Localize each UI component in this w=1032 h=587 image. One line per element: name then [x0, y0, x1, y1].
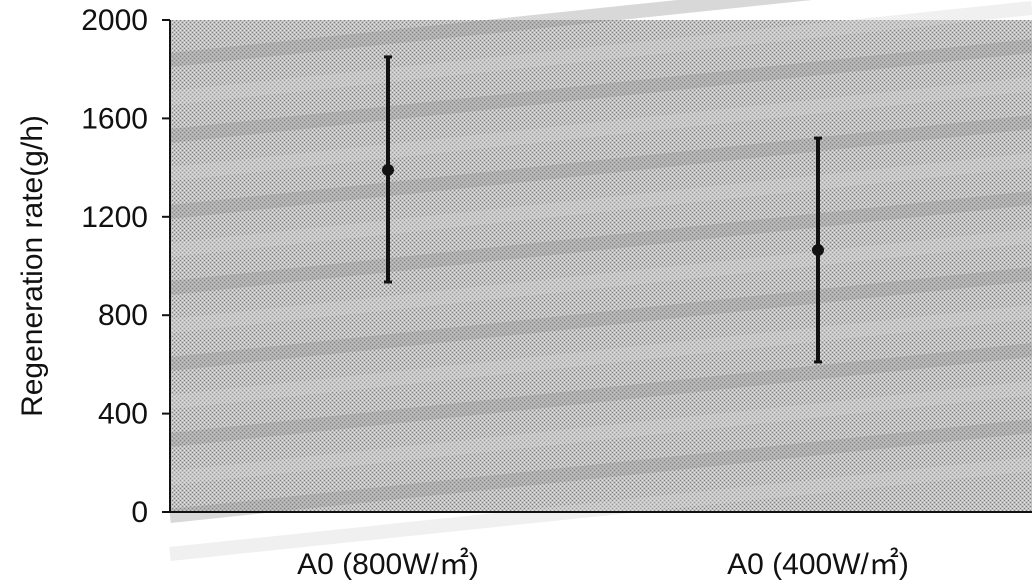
texture-band: [169, 229, 1032, 333]
plot-area: [169, 0, 1032, 561]
texture-band: [169, 191, 1032, 295]
texture-bands: [169, 0, 1032, 561]
texture-band: [169, 457, 1032, 561]
x-category-labels: A0 (800W/㎡) A0 (400W/㎡): [297, 548, 909, 581]
y-axis-label: Regeneration rate(g/h): [16, 115, 49, 417]
mean-point: [812, 244, 824, 257]
y-ticks: 0 400 800 1200 1600 2000: [81, 4, 170, 529]
data-series: [382, 55, 824, 364]
texture-band: [169, 343, 1032, 447]
texture-band: [169, 153, 1032, 257]
texture-band: [169, 115, 1032, 219]
texture-band: [169, 1, 1032, 105]
texture-band: [169, 267, 1032, 371]
y-tick-label: 800: [98, 299, 148, 332]
texture-band: [169, 39, 1032, 143]
x-category-label: A0 (400W/㎡): [727, 548, 909, 581]
texture-band: [169, 305, 1032, 409]
y-tick-label: 400: [98, 398, 148, 431]
y-tick-label: 0: [131, 496, 148, 529]
x-category-label: A0 (800W/㎡): [297, 548, 479, 581]
y-tick-label: 1200: [81, 201, 148, 234]
texture-band: [169, 77, 1032, 181]
y-tick-label: 2000: [81, 4, 148, 37]
axes: [169, 20, 1032, 513]
texture-band: [169, 419, 1032, 523]
texture-band: [169, 0, 813, 67]
plot-background: [170, 20, 1032, 512]
mean-point: [382, 164, 394, 177]
texture-band: [169, 381, 1032, 485]
y-tick-label: 1600: [81, 102, 148, 135]
